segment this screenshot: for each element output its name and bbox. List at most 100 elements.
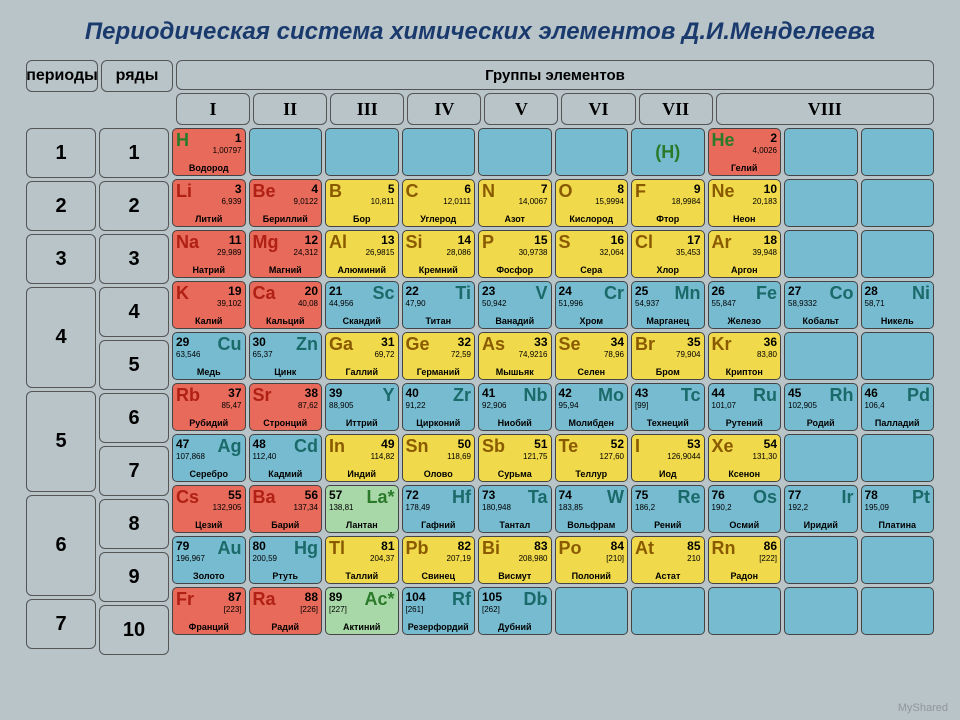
atomic-mass: [261]: [406, 605, 472, 614]
atomic-number: 18: [764, 233, 777, 247]
element-row-7: Cs55132,905ЦезийBa56137,34БарийLa*57138,…: [172, 485, 934, 533]
atomic-number: 104: [406, 590, 426, 604]
element-name: Франций: [173, 622, 245, 632]
atomic-number: 46: [865, 386, 878, 400]
atomic-mass: 58,9332: [788, 299, 854, 308]
atomic-mass: [223]: [176, 605, 242, 614]
atomic-mass: 138,81: [329, 503, 395, 512]
element-name: Углерод: [403, 214, 475, 224]
element-name: Галлий: [326, 367, 398, 377]
element-Tl: Tl81204,37Таллий: [325, 536, 399, 584]
atomic-mass: 92,906: [482, 401, 548, 410]
atomic-mass: 186,2: [635, 503, 701, 512]
element-Re: Re75186,2Рений: [631, 485, 705, 533]
element-name: Молибден: [556, 418, 628, 428]
atomic-mass: 208,980: [482, 554, 548, 563]
element-Se: Se3478,96Селен: [555, 332, 629, 380]
groups-wrap: Группы элементов IIIIIIIVVVIVIIVIII: [176, 60, 934, 125]
element-name: Калий: [173, 316, 245, 326]
atomic-number: 84: [611, 539, 624, 553]
empty-cell: [861, 587, 935, 635]
atomic-mass: [226]: [253, 605, 319, 614]
period-5: 5: [26, 391, 96, 492]
atomic-number: 85: [687, 539, 700, 553]
element-name: Рений: [632, 520, 704, 530]
row-7: 7: [99, 446, 169, 496]
empty-cell: [784, 230, 858, 278]
element-Si: Si1428,086Кремний: [402, 230, 476, 278]
element-Cs: Cs55132,905Цезий: [172, 485, 246, 533]
atomic-mass: 204,37: [329, 554, 395, 563]
atomic-mass: 85,47: [176, 401, 242, 410]
period-column: 1234567: [26, 128, 96, 655]
atomic-mass: 50,942: [482, 299, 548, 308]
element-Db: Db105[262]Дубний: [478, 587, 552, 635]
atomic-mass: 74,9216: [482, 350, 548, 359]
empty-cell: [784, 332, 858, 380]
atomic-mass: 15,9994: [559, 197, 625, 206]
element-name: Индий: [326, 469, 398, 479]
element-La: La*57138,81Лантан: [325, 485, 399, 533]
empty-cell: [555, 128, 629, 176]
atomic-number: 86: [764, 539, 777, 553]
atomic-number: 34: [611, 335, 624, 349]
element-name: Кальций: [250, 316, 322, 326]
element-Rn: Rn86[222]Радон: [708, 536, 782, 584]
element-name: Радон: [709, 571, 781, 581]
group-VI: VI: [561, 93, 635, 125]
atomic-number: 43: [635, 386, 648, 400]
element-name: Полоний: [556, 571, 628, 581]
atomic-mass: 83,80: [712, 350, 778, 359]
element-row-3: K1939,102КалийCa2040,08КальцийSc2144,956…: [172, 281, 934, 329]
element-S: S1632,064Сера: [555, 230, 629, 278]
atomic-mass: 28,086: [406, 248, 472, 257]
atomic-number: 23: [482, 284, 495, 298]
element-Pt: Pt78195,09Платина: [861, 485, 935, 533]
element-name: Кобальт: [785, 316, 857, 326]
element-name: Бериллий: [250, 214, 322, 224]
atomic-mass: [227]: [329, 605, 395, 614]
atomic-number: 57: [329, 488, 342, 502]
atomic-mass: 207,19: [406, 554, 472, 563]
atomic-number: 33: [534, 335, 547, 349]
element-Br: Br3579,904Бром: [631, 332, 705, 380]
element-Ni: Ni2858,71Никель: [861, 281, 935, 329]
atomic-number: 29: [176, 335, 189, 349]
period-2: 2: [26, 181, 96, 231]
element-name: Родий: [785, 418, 857, 428]
element-name: Платина: [862, 520, 934, 530]
atomic-number: 47: [176, 437, 189, 451]
element-Hg: Hg80200,59Ртуть: [249, 536, 323, 584]
group-V: V: [484, 93, 558, 125]
element-Ba: Ba56137,34Барий: [249, 485, 323, 533]
atomic-mass: 6,939: [176, 197, 242, 206]
element-Be: Be49,0122Бериллий: [249, 179, 323, 227]
element-Mg: Mg1224,312Магний: [249, 230, 323, 278]
empty-cell: [784, 434, 858, 482]
element-row-6: Ag47107,868СереброCd48112,40КадмийIn4911…: [172, 434, 934, 482]
element-row-1: Li36,939ЛитийBe49,0122БериллийB510,811Бо…: [172, 179, 934, 227]
element-Ga: Ga3169,72Галлий: [325, 332, 399, 380]
group-IV: IV: [407, 93, 481, 125]
element-grid: H11,00797Водород(H)He24,0026ГелийLi36,93…: [172, 128, 934, 655]
element-name: Азот: [479, 214, 551, 224]
element-Tc: Tc43[99]Технеций: [631, 383, 705, 431]
atomic-number: 10: [764, 182, 777, 196]
element-name: Теллур: [556, 469, 628, 479]
element-Mn: Mn2554,937Марганец: [631, 281, 705, 329]
atomic-number: 105: [482, 590, 502, 604]
empty-cell: [784, 128, 858, 176]
element-name: Фтор: [632, 214, 704, 224]
element-As: As3374,9216Мышьяк: [478, 332, 552, 380]
atomic-mass: 1,00797: [176, 146, 242, 155]
element-name: Стронций: [250, 418, 322, 428]
element-Ra: Ra88[226]Радий: [249, 587, 323, 635]
atomic-number: 79: [176, 539, 189, 553]
atomic-number: 89: [329, 590, 342, 604]
atomic-number: 3: [235, 182, 242, 196]
atomic-mass: 178,49: [406, 503, 472, 512]
atomic-number: 30: [253, 335, 266, 349]
element-Li: Li36,939Литий: [172, 179, 246, 227]
element-In: In49114,82Индий: [325, 434, 399, 482]
element-Cd: Cd48112,40Кадмий: [249, 434, 323, 482]
